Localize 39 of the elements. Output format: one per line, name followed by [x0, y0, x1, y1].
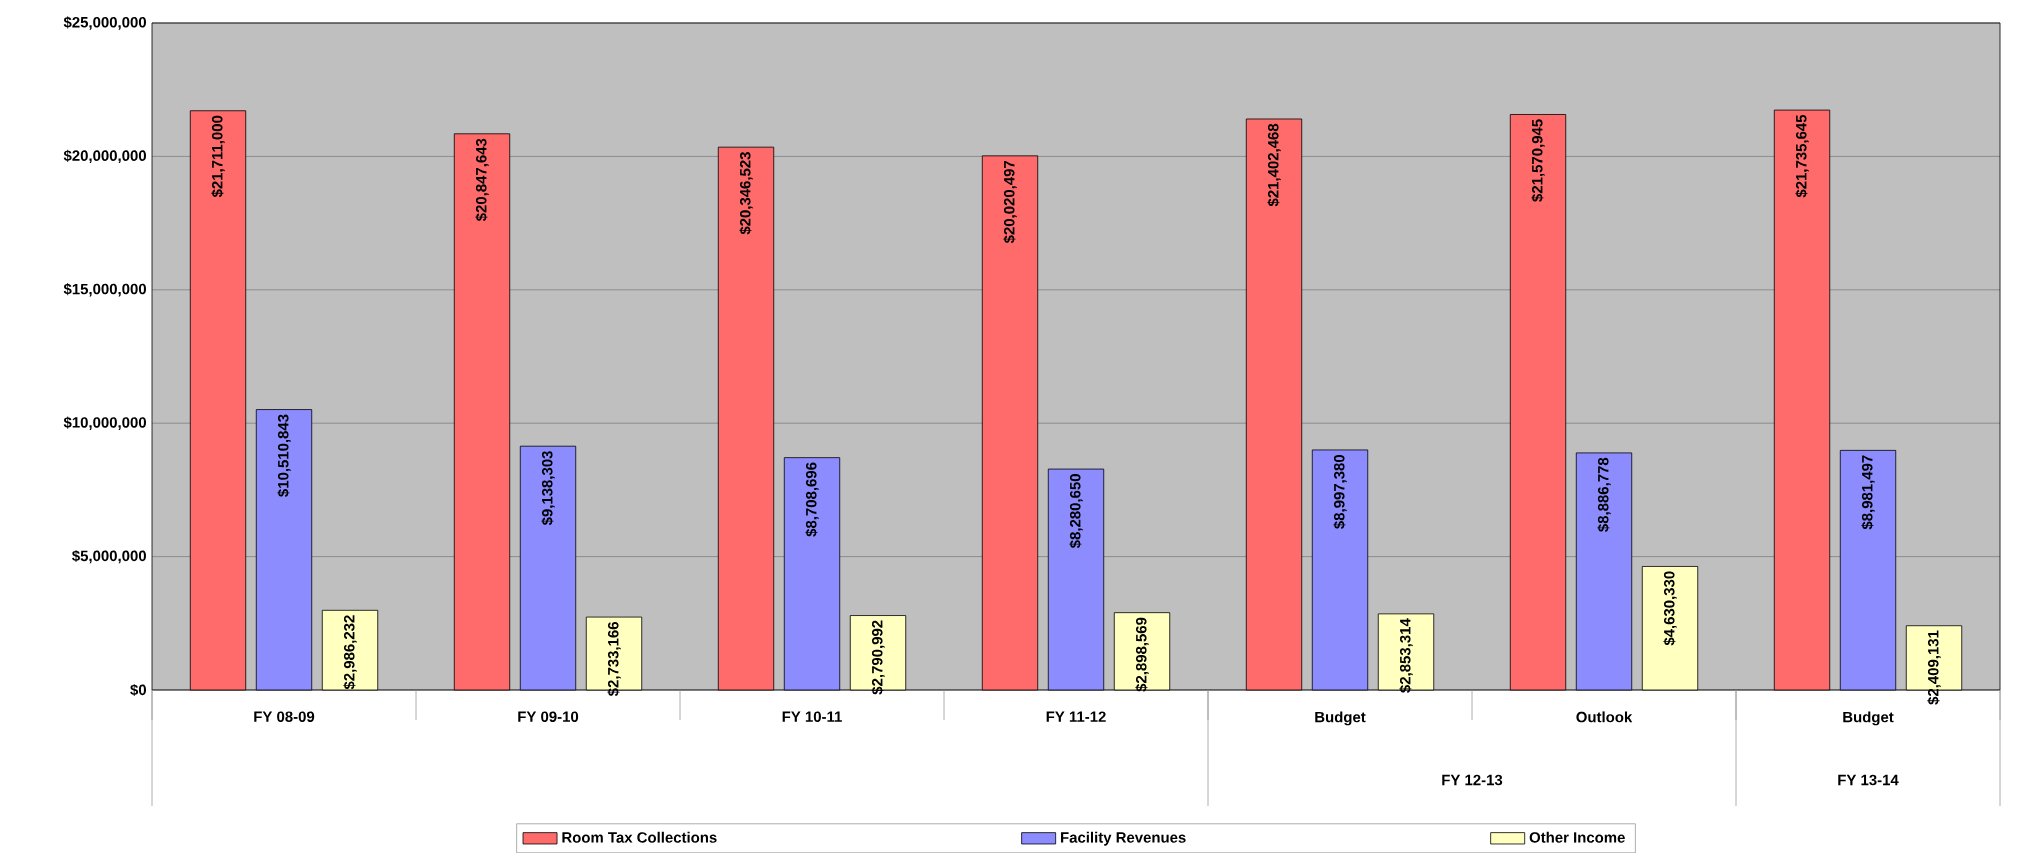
data-label: $2,790,992 — [871, 620, 885, 695]
legend-label: Other Income — [1529, 831, 1625, 843]
legend-label: Facility Revenues — [1061, 831, 1186, 846]
data-label: $21,711,000 — [211, 115, 225, 198]
x-tick-label: FY 10-11 — [782, 711, 842, 722]
y-tick-label: $15,000,000 — [63, 283, 146, 297]
x-tick-label: Outlook — [1576, 711, 1633, 723]
data-label: $8,886,778 — [1597, 457, 1611, 532]
legend-label: Room Tax Collections — [562, 831, 717, 843]
data-label: $21,735,645 — [1795, 114, 1809, 198]
data-label: $8,280,650 — [1069, 474, 1083, 548]
x-tick-label: FY 11-12 — [1046, 711, 1106, 722]
data-label: $2,733,166 — [607, 621, 621, 696]
text: FY 12-13 — [1442, 774, 1503, 786]
y-tick-label: $25,000,000 — [63, 16, 146, 30]
data-label: $4,630,330 — [1663, 571, 1677, 646]
text: FY 13-14 — [1838, 774, 1899, 786]
data-label: $10,510,843 — [277, 414, 291, 497]
y-tick-label: $10,000,000 — [63, 416, 146, 430]
data-label: $2,898,569 — [1135, 617, 1149, 692]
data-label: $8,997,380 — [1333, 454, 1347, 529]
data-label: $8,708,696 — [805, 462, 819, 537]
y-tick-label: $0 — [130, 683, 146, 696]
data-label: $9,138,303 — [541, 451, 555, 526]
x-tick-label: Budget — [1843, 711, 1894, 726]
x-tick-label: Budget — [1315, 711, 1366, 726]
data-label: $2,853,314 — [1399, 618, 1413, 693]
x-tick-label: FY 09-10 — [518, 711, 579, 722]
data-label: $20,020,497 — [1003, 160, 1017, 244]
data-label: $20,847,643 — [475, 138, 489, 221]
y-tick-label: $5,000,000 — [72, 549, 146, 564]
data-label: $2,409,131 — [1927, 630, 1941, 705]
data-label: $2,986,232 — [343, 615, 357, 690]
data-label: $21,402,468 — [1267, 123, 1281, 207]
data-label: $20,346,523 — [739, 152, 753, 235]
x-tick-label: FY 08-09 — [254, 711, 315, 722]
data-label: $21,570,945 — [1531, 119, 1545, 202]
y-tick-label: $20,000,000 — [63, 149, 146, 163]
data-label: $8,981,497 — [1861, 455, 1875, 530]
